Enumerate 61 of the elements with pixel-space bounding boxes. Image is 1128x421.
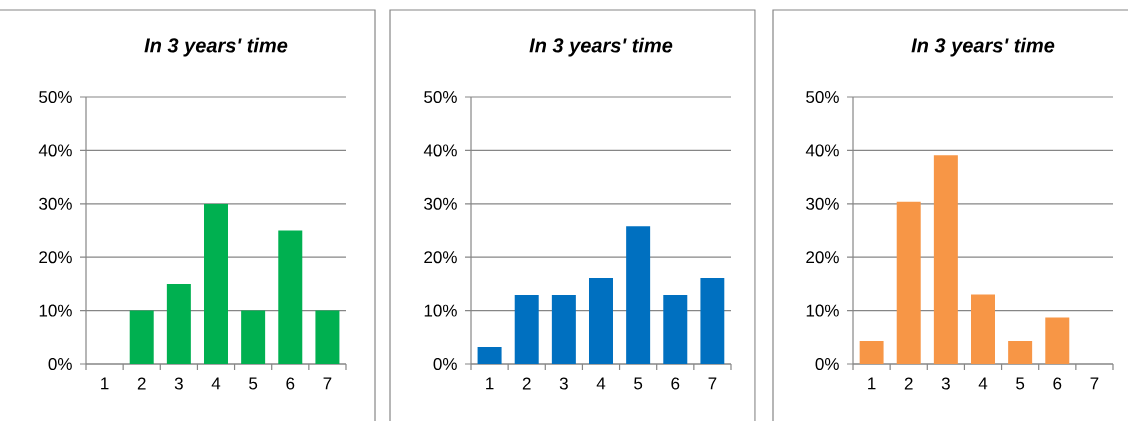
x-tick-label: 7 bbox=[1090, 377, 1099, 390]
x-tick-label: 6 bbox=[671, 377, 680, 390]
chart-title: In 3 years' time bbox=[911, 37, 1055, 57]
x-tick-label: 5 bbox=[1016, 377, 1025, 390]
bar bbox=[315, 310, 340, 364]
y-tick-label: 40% bbox=[805, 144, 839, 157]
y-tick-label: 10% bbox=[39, 304, 72, 317]
x-tick-label: 3 bbox=[174, 377, 183, 390]
y-tick-label: 20% bbox=[39, 251, 72, 264]
x-tick-label: 3 bbox=[941, 377, 950, 390]
bar bbox=[859, 341, 884, 364]
x-tick-label: 1 bbox=[486, 377, 494, 390]
x-tick-label: 5 bbox=[249, 377, 258, 390]
chart-title: In 3 years' time bbox=[529, 37, 673, 57]
x-tick-label: 2 bbox=[904, 377, 913, 390]
x-tick-label: 3 bbox=[559, 377, 568, 390]
x-tick-label: 4 bbox=[596, 377, 606, 390]
x-tick-label: 2 bbox=[137, 377, 146, 390]
chart-title: In 3 years' time bbox=[144, 37, 288, 57]
bar bbox=[971, 294, 995, 364]
bar bbox=[589, 278, 613, 364]
bar bbox=[241, 310, 266, 364]
x-tick-label: 7 bbox=[708, 377, 717, 390]
y-tick-label: 50% bbox=[424, 90, 457, 104]
y-tick-label: 20% bbox=[806, 251, 839, 264]
y-tick-label: 20% bbox=[424, 251, 457, 264]
y-tick-label: 30% bbox=[39, 197, 72, 210]
bar bbox=[626, 226, 651, 364]
bar bbox=[514, 295, 539, 364]
x-tick-label: 1 bbox=[101, 377, 109, 390]
bar bbox=[477, 346, 502, 364]
y-tick-label: 0% bbox=[48, 357, 72, 371]
bar bbox=[933, 155, 958, 364]
y-tick-label: 10% bbox=[806, 304, 839, 317]
x-tick-label: 2 bbox=[522, 377, 531, 390]
y-tick-label: 30% bbox=[424, 197, 457, 210]
y-tick-label: 40% bbox=[38, 144, 72, 157]
x-tick-label: 4 bbox=[978, 377, 988, 390]
bar bbox=[700, 278, 725, 364]
bar bbox=[166, 283, 191, 364]
y-tick-label: 50% bbox=[39, 90, 72, 104]
y-tick-label: 10% bbox=[424, 304, 457, 317]
y-tick-label: 30% bbox=[806, 197, 839, 210]
bar bbox=[551, 295, 576, 364]
y-tick-label: 0% bbox=[815, 357, 839, 371]
bar bbox=[663, 295, 688, 364]
x-tick-label: 1 bbox=[868, 377, 876, 390]
bar bbox=[1008, 341, 1033, 364]
bar bbox=[278, 230, 303, 364]
x-tick-label: 6 bbox=[286, 377, 295, 390]
x-tick-label: 4 bbox=[211, 377, 221, 390]
y-tick-label: 40% bbox=[423, 144, 457, 157]
bar bbox=[204, 203, 228, 364]
bar bbox=[129, 310, 154, 364]
y-tick-label: 50% bbox=[806, 90, 839, 104]
y-tick-label: 0% bbox=[433, 357, 457, 371]
x-tick-label: 5 bbox=[634, 377, 643, 390]
bar bbox=[1045, 317, 1070, 364]
x-tick-label: 6 bbox=[1053, 377, 1062, 390]
x-tick-label: 7 bbox=[323, 377, 332, 390]
bar bbox=[896, 201, 921, 364]
